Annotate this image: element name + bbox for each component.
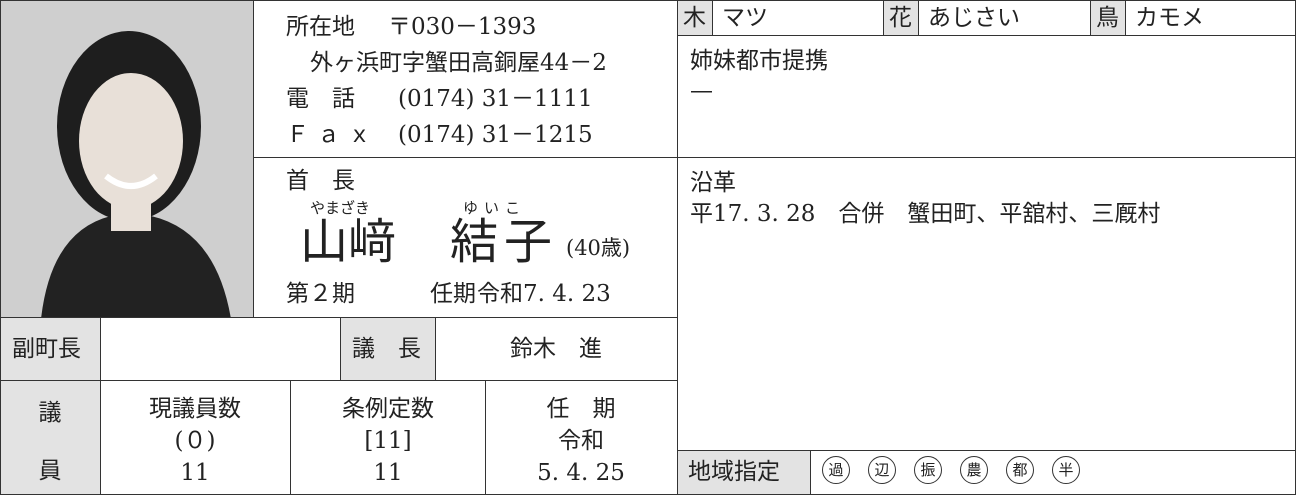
phone-label: 電 話 xyxy=(286,86,355,112)
given-reading: ゆいこ xyxy=(463,199,527,217)
current-count: 11 xyxy=(180,460,210,486)
region-items: 過辺振農都半 xyxy=(822,456,1098,484)
portrait-silhouette xyxy=(41,31,231,317)
region-designation-mark: 過 xyxy=(822,456,850,484)
surname-reading: やまざき xyxy=(310,199,371,217)
term-label: 任期 xyxy=(430,281,476,307)
sister-cities-label: 姉妹都市提携 xyxy=(690,48,828,74)
address-label: 所在地 xyxy=(286,14,355,40)
mayor-label: 首 長 xyxy=(286,168,355,194)
tree-label: 木 xyxy=(683,5,706,31)
region-designation-mark: 振 xyxy=(914,456,942,484)
deputy-label: 副町長 xyxy=(12,336,81,362)
quota-label: 条例定数 xyxy=(342,396,434,422)
history-entry: 平17. 3. 28 合併 蟹田町、平舘村、三厩村 xyxy=(690,201,1161,227)
phone-number: (0174) 31－1111 xyxy=(398,86,593,112)
quota-count: 11 xyxy=(373,460,403,486)
assembly-term-label: 任 期 xyxy=(546,396,616,422)
current-label: 現議員数 xyxy=(149,396,241,422)
postal-code: 〒030－1393 xyxy=(388,14,537,40)
fax-label: Ｆａｘ xyxy=(286,122,379,148)
flower-label: 花 xyxy=(889,5,912,31)
region-designation-mark: 農 xyxy=(960,456,988,484)
region-designation-mark: 半 xyxy=(1052,456,1080,484)
tree: マツ xyxy=(722,5,768,31)
fax-number: (0174) 31－1215 xyxy=(398,122,593,148)
sister-cities-value: — xyxy=(690,78,713,104)
region-label-cell xyxy=(677,450,811,495)
vacancies: (０) xyxy=(174,428,216,454)
region-designation-mark: 都 xyxy=(1006,456,1034,484)
street-address: 外ヶ浜町字蟹田高銅屋44－2 xyxy=(310,50,607,76)
chair-name: 鈴木 進 xyxy=(510,336,602,362)
assembly-term-era: 令和 xyxy=(558,428,604,454)
term-number: 第２期 xyxy=(286,281,355,307)
mayor-age: (40歳) xyxy=(566,236,631,260)
bird: カモメ xyxy=(1135,5,1204,31)
tree-label-cell xyxy=(677,0,713,36)
deputy-cell xyxy=(100,317,341,381)
flower: あじさい xyxy=(928,5,1020,31)
assembly-label-bottom: 員 xyxy=(38,458,62,484)
bird-label-cell xyxy=(1090,0,1126,36)
chair-label: 議 長 xyxy=(352,336,421,362)
bird-label: 鳥 xyxy=(1096,5,1119,31)
region-designation-mark: 辺 xyxy=(868,456,896,484)
region-label: 地域指定 xyxy=(688,459,780,485)
mayor-surname: 山﨑 xyxy=(300,214,397,270)
assembly-label-top: 議 xyxy=(38,400,62,426)
deputy-label-cell xyxy=(0,317,101,381)
assembly-term-end: 5. 4. 25 xyxy=(537,460,625,486)
history-label: 沿革 xyxy=(690,170,736,196)
portrait-photo xyxy=(0,0,254,318)
mayor-given-name: 結子 xyxy=(450,214,559,270)
quota-bracket: [11] xyxy=(364,428,412,454)
term-end: 令和7. 4. 23 xyxy=(477,281,611,307)
